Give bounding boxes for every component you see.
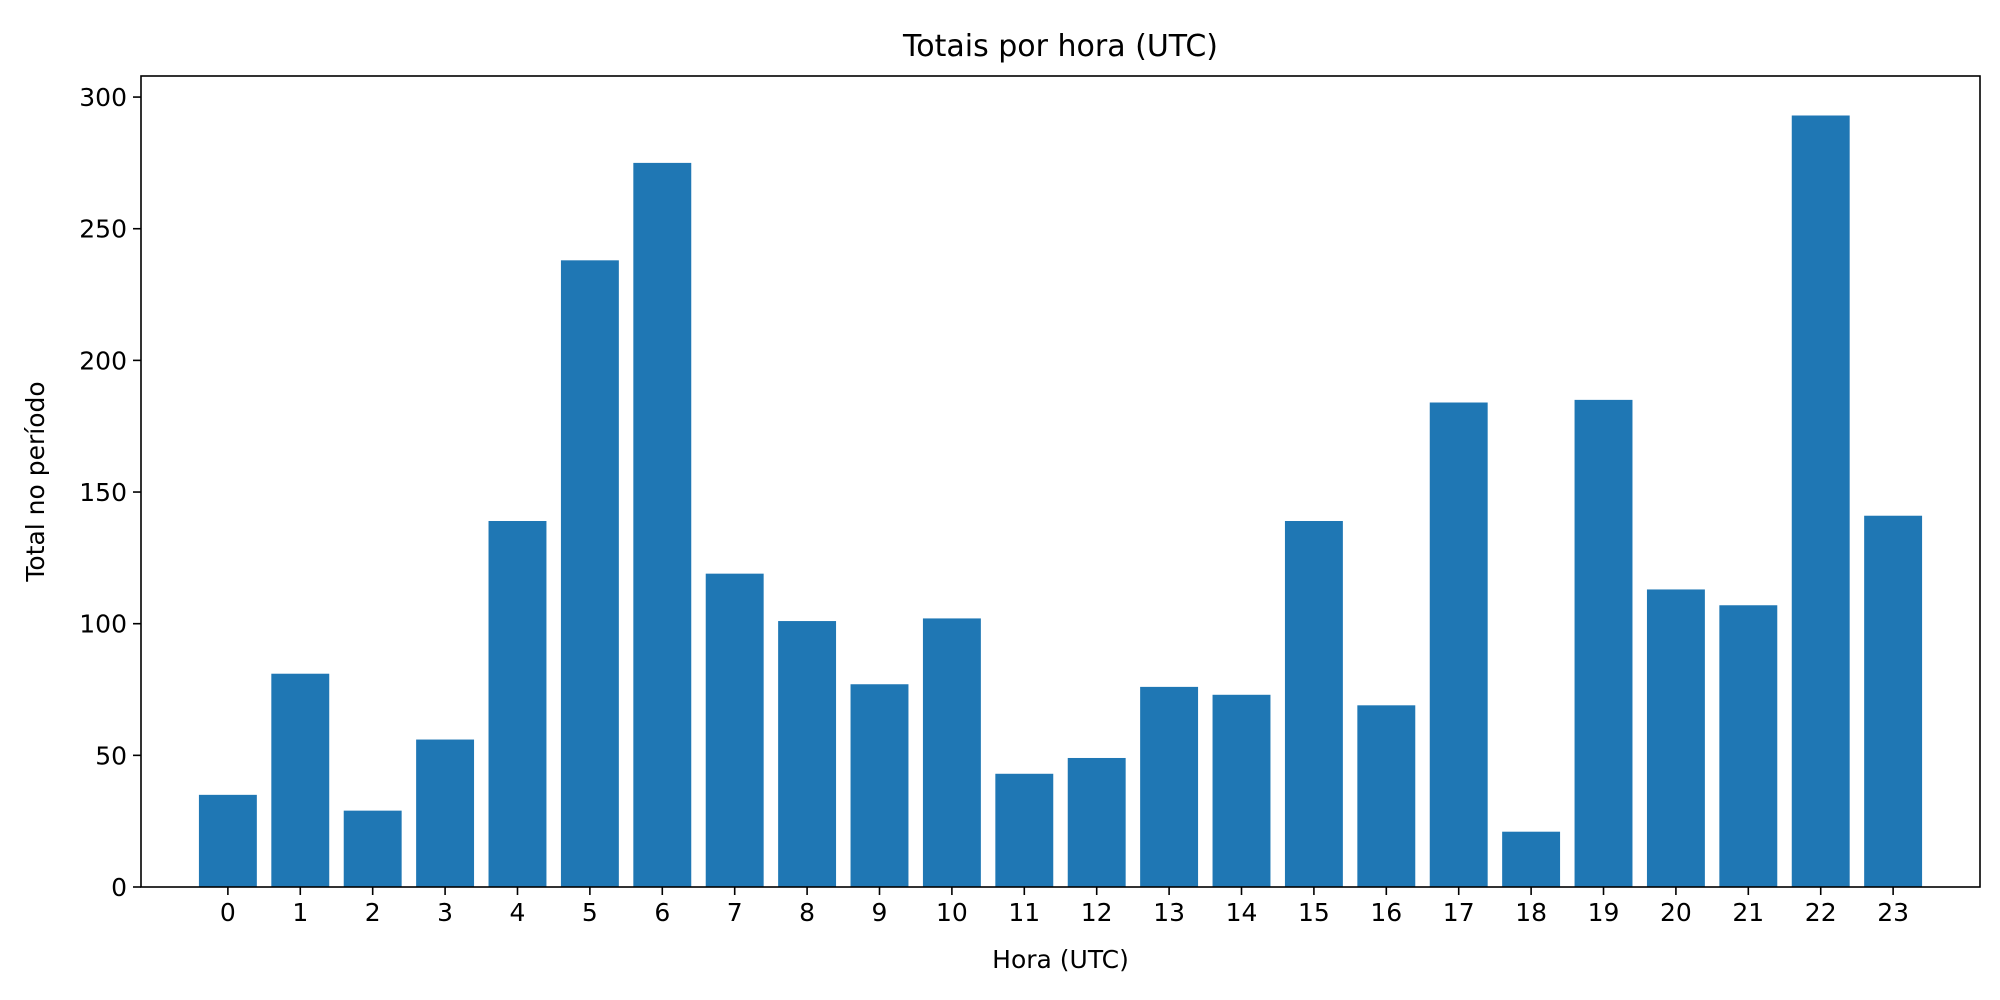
x-tick-label: 4	[510, 898, 526, 927]
axes: 0 1 2 3 4 5 6 7 8 9 10 11 12 13 14 15 16 17 18 19 20 21 22 2305…	[79, 83, 1909, 927]
x-tick-label: 21	[1732, 898, 1764, 927]
bar-hour-5	[560, 260, 619, 887]
bar-hour-15	[1284, 520, 1343, 887]
bar-hour-19	[1574, 399, 1633, 887]
bar-hour-16	[1357, 705, 1416, 887]
bar-hour-8	[778, 621, 837, 887]
bar-hour-2	[343, 810, 402, 887]
x-tick-label: 18	[1515, 898, 1547, 927]
y-tick-label: 200	[79, 346, 127, 375]
y-axis-label: Total no período	[21, 381, 50, 582]
bar-hour-7	[705, 573, 764, 887]
bar-hour-12	[1067, 757, 1126, 887]
x-tick-label: 14	[1226, 898, 1258, 927]
bar-hour-21	[1719, 605, 1778, 887]
x-tick-label: 8	[799, 898, 815, 927]
y-tick-label: 100	[79, 610, 127, 639]
bar-hour-23	[1864, 515, 1923, 887]
y-tick-label: 50	[95, 741, 127, 770]
bar-hour-6	[633, 162, 692, 888]
x-tick-label: 10	[936, 898, 968, 927]
x-tick-label: 13	[1153, 898, 1185, 927]
bar-hour-13	[1140, 686, 1199, 887]
x-tick-label: 15	[1298, 898, 1330, 927]
bar-hour-10	[922, 618, 981, 887]
y-tick-label: 300	[79, 83, 127, 112]
x-tick-label: 12	[1081, 898, 1113, 927]
x-tick-label: 22	[1805, 898, 1837, 927]
x-tick-label: 5	[582, 898, 598, 927]
bar-hour-20	[1646, 589, 1705, 887]
x-tick-label: 7	[727, 898, 743, 927]
x-tick-label: 16	[1370, 898, 1402, 927]
x-tick-label: 1	[292, 898, 308, 927]
bars	[198, 115, 1923, 888]
x-tick-label: 17	[1443, 898, 1475, 927]
bar-hour-14	[1212, 694, 1271, 887]
y-tick-label: 150	[79, 478, 127, 507]
y-tick-label: 0	[111, 873, 127, 902]
x-tick-label: 2	[365, 898, 381, 927]
x-tick-label: 23	[1877, 898, 1909, 927]
bar-hour-1	[271, 673, 330, 887]
y-tick-label: 250	[79, 215, 127, 244]
bar-hour-17	[1429, 402, 1488, 887]
plot-frame	[140, 75, 1981, 888]
bar-hour-11	[995, 773, 1054, 887]
x-axis-label: Hora (UTC)	[992, 945, 1129, 974]
bar-hour-3	[416, 739, 475, 887]
chart-title: Totais por hora (UTC)	[902, 29, 1218, 64]
x-tick-label: 6	[654, 898, 670, 927]
x-tick-label: 9	[872, 898, 888, 927]
x-tick-label: 3	[437, 898, 453, 927]
x-tick-label: 19	[1588, 898, 1620, 927]
bar-hour-9	[850, 684, 909, 887]
bar-hour-18	[1502, 831, 1561, 887]
x-tick-label: 20	[1660, 898, 1692, 927]
bar-hour-22	[1791, 115, 1850, 887]
x-tick-label: 0	[220, 898, 236, 927]
bar-hour-0	[198, 794, 257, 887]
x-tick-label: 11	[1008, 898, 1040, 927]
bar-hour-4	[488, 520, 547, 887]
